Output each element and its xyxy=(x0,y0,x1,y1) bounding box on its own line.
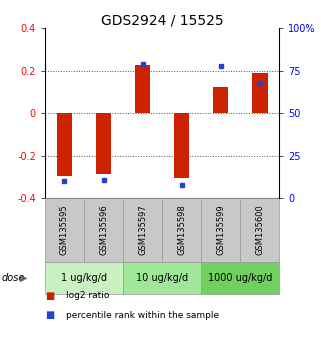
Bar xyxy=(45,198,84,262)
Text: GSM135595: GSM135595 xyxy=(60,205,69,256)
Title: GDS2924 / 15525: GDS2924 / 15525 xyxy=(101,13,223,27)
Text: GSM135600: GSM135600 xyxy=(255,205,264,256)
Text: ■: ■ xyxy=(45,310,54,320)
Bar xyxy=(252,73,267,113)
Bar xyxy=(201,262,279,294)
Bar xyxy=(135,65,150,113)
Text: 10 ug/kg/d: 10 ug/kg/d xyxy=(136,273,188,283)
Text: GSM135598: GSM135598 xyxy=(177,205,186,256)
Bar xyxy=(201,198,240,262)
Bar xyxy=(96,113,111,174)
Text: dose: dose xyxy=(2,273,25,283)
Text: 1000 ug/kg/d: 1000 ug/kg/d xyxy=(208,273,273,283)
Text: GSM135596: GSM135596 xyxy=(99,205,108,256)
Bar xyxy=(240,198,279,262)
Bar xyxy=(123,262,201,294)
Bar xyxy=(123,198,162,262)
Bar xyxy=(56,113,72,176)
Bar xyxy=(162,198,201,262)
Text: GSM135597: GSM135597 xyxy=(138,205,147,256)
Text: 1 ug/kg/d: 1 ug/kg/d xyxy=(61,273,107,283)
Bar xyxy=(174,113,189,178)
Text: ■: ■ xyxy=(45,291,54,301)
Text: percentile rank within the sample: percentile rank within the sample xyxy=(66,310,219,320)
Bar xyxy=(84,198,123,262)
Text: GSM135599: GSM135599 xyxy=(216,205,225,256)
Bar xyxy=(45,262,123,294)
Bar xyxy=(213,87,229,113)
Text: log2 ratio: log2 ratio xyxy=(66,291,109,300)
Text: ▶: ▶ xyxy=(20,273,27,283)
